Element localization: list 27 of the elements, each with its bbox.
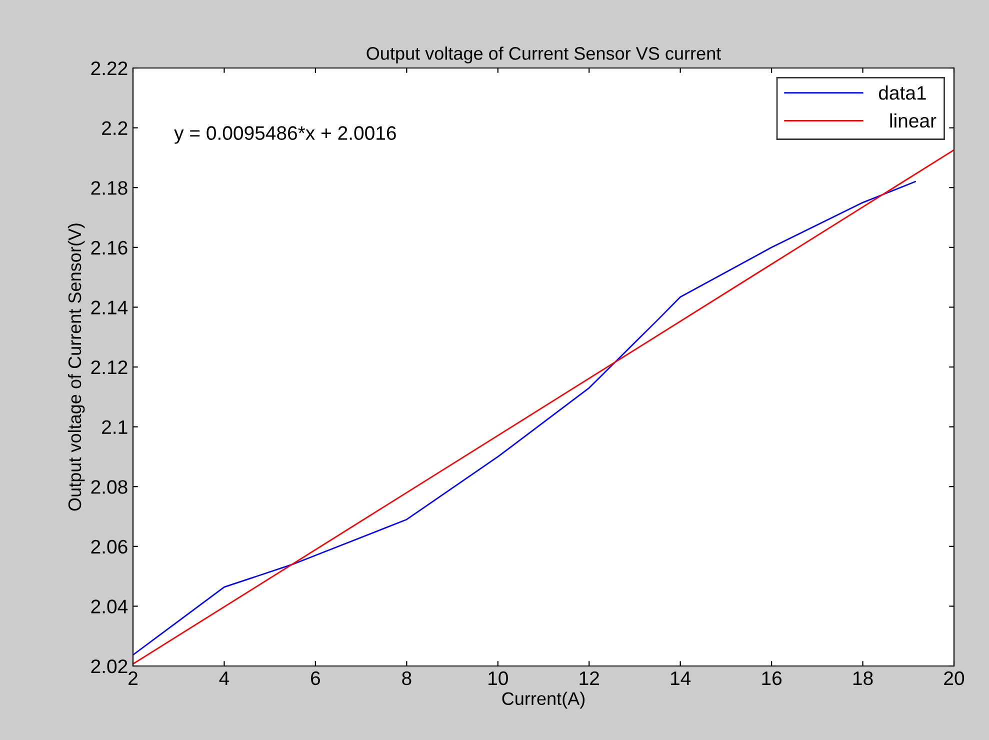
y-tick-label: 2.04 — [91, 600, 128, 614]
y-tick-label: 2.02 — [91, 659, 128, 674]
x-tick-label: 16 — [762, 671, 782, 686]
y-axis-title: Output voltage of Current Sensor(V) — [68, 224, 85, 511]
legend-label: linear — [890, 113, 936, 128]
x-tick-label: 18 — [853, 671, 873, 686]
x-tick-label: 20 — [944, 671, 964, 686]
annotation: y = 0.0095486*x + 2.0016 — [174, 126, 396, 144]
y-tick-label: 2.06 — [91, 540, 128, 554]
x-axis-title: Current(A) — [502, 692, 585, 709]
x-tick-label: 14 — [671, 672, 691, 685]
y-tick-label: 2.1 — [102, 420, 128, 434]
y-tick-label: 2.16 — [91, 240, 128, 255]
x-tick-label: 10 — [488, 671, 508, 686]
x-tick-label: 12 — [580, 671, 599, 685]
y-tick-label: 2.08 — [91, 480, 128, 494]
x-tick-label: 4 — [219, 672, 230, 685]
y-tick-label: 2.18 — [91, 181, 128, 195]
x-tick-label: 2 — [128, 671, 138, 685]
y-tick-label: 2.22 — [91, 61, 128, 76]
chart-title: Output voltage of Current Sensor VS current — [366, 46, 722, 64]
x-tick-label: 6 — [311, 671, 320, 686]
y-tick-label: 2.14 — [91, 300, 128, 314]
legend-label: data1 — [878, 86, 926, 100]
y-tick-label: 2.2 — [102, 121, 128, 135]
y-tick-label: 2.12 — [91, 360, 128, 374]
x-tick-label: 8 — [402, 671, 412, 686]
